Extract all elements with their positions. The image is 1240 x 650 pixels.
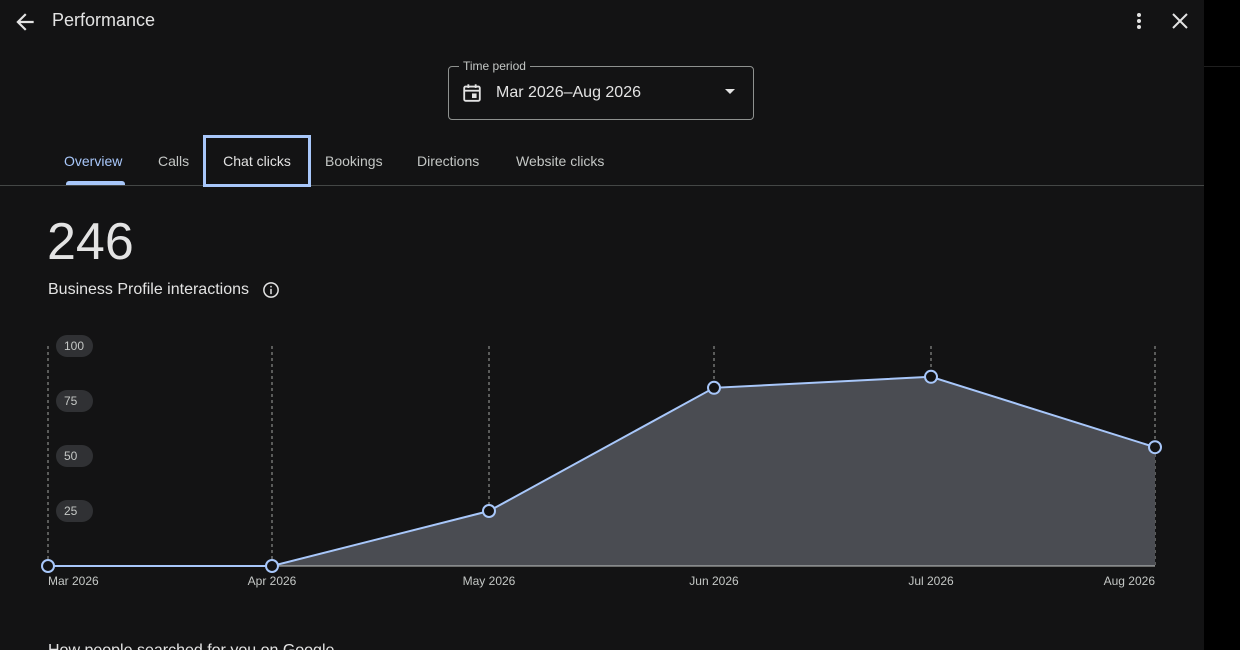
x-tick-label: Aug 2026 (1104, 574, 1156, 588)
more-options-button[interactable] (1128, 9, 1150, 35)
data-point (41, 559, 55, 573)
arrow-back-icon (16, 13, 34, 31)
search-section-heading: How people searched for you on Google (48, 642, 334, 650)
x-tick-label: Jul 2026 (908, 574, 954, 588)
series-line (48, 375, 1156, 567)
interactions-total: 246 (47, 213, 134, 271)
background-strip (1204, 0, 1240, 650)
tab-calls[interactable]: Calls (158, 153, 190, 169)
tab-website-clicks[interactable]: Website clicks (516, 153, 605, 169)
background-divider (1204, 66, 1240, 67)
x-tick-label: Jun 2026 (689, 574, 739, 588)
tab-chat-clicks[interactable]: Chat clicks (203, 135, 311, 187)
active-tab-indicator (66, 181, 125, 185)
tab-directions[interactable]: Directions (417, 153, 480, 169)
dropdown-arrow-icon (725, 89, 735, 94)
area-fill (48, 376, 1155, 566)
y-tick-label: 50 (64, 449, 78, 463)
performance-tabs: Overview Calls Chat clicks Bookings Dire… (0, 135, 1204, 187)
y-tick-pill (56, 500, 93, 522)
data-point (1148, 440, 1162, 455)
y-tick-pill (56, 335, 93, 357)
app-header: Performance (0, 0, 1204, 44)
page-title: Performance (52, 10, 156, 30)
tab-overview[interactable]: Overview (64, 153, 123, 169)
data-point (924, 369, 938, 384)
tab-bookings[interactable]: Bookings (325, 153, 383, 169)
x-tick-label: May 2026 (463, 574, 516, 588)
time-period-select[interactable]: Time period Mar 2026–Aug 2026 (448, 59, 754, 120)
close-button[interactable] (1168, 9, 1192, 33)
time-period-label: Time period (459, 59, 530, 73)
time-period-value: Mar 2026–Aug 2026 (496, 84, 641, 101)
data-point (707, 380, 721, 395)
y-tick-label: 100 (64, 339, 84, 353)
x-tick-label: Apr 2026 (248, 574, 297, 588)
data-point (482, 504, 496, 518)
interactions-label: Business Profile interactions (48, 281, 249, 298)
back-button[interactable] (12, 9, 38, 35)
y-tick-label: 75 (64, 394, 78, 408)
y-tick-pill (56, 390, 93, 412)
info-icon[interactable] (262, 281, 280, 299)
calendar-icon (463, 84, 481, 102)
y-tick-pill (56, 445, 93, 467)
x-tick-label: Mar 2026 (48, 574, 99, 588)
data-point (265, 559, 279, 573)
interactions-chart: 25 50 75 100 Mar 2026 Apr 2026 May 2026 Jun 202… (41, 335, 1162, 588)
more-vert-icon (1137, 13, 1141, 29)
performance-panel: Performance Time period Mar 2026–Aug 202… (0, 0, 1204, 650)
close-icon (1172, 13, 1188, 29)
y-tick-label: 25 (64, 504, 78, 518)
